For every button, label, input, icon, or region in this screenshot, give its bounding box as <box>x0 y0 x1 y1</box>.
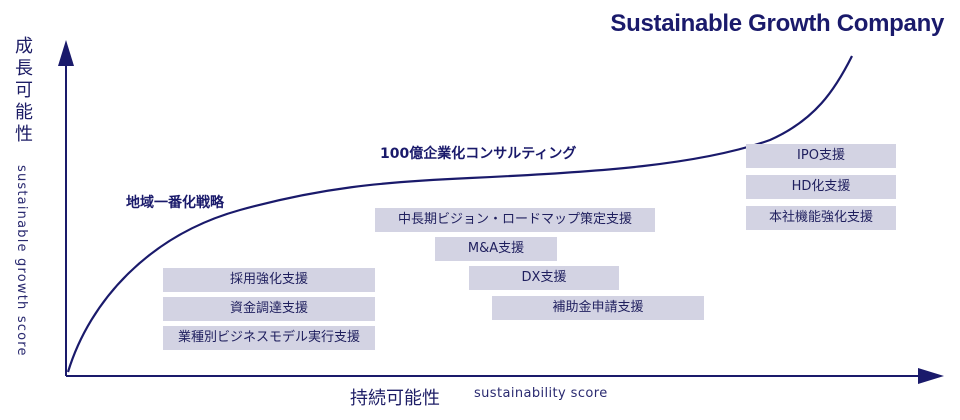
stage-label-consulting: 100億企業化コンサルティング <box>380 146 577 162</box>
service-box: 補助金申請支援 <box>492 296 704 320</box>
service-box: M&A支援 <box>435 237 557 261</box>
service-box: 中長期ビジョン・ロードマップ策定支援 <box>375 208 655 232</box>
brand-title: Sustainable Growth Company <box>610 10 944 37</box>
stage-label-regional: 地域一番化戦略 <box>126 195 224 211</box>
service-box: 採用強化支援 <box>163 268 375 292</box>
x-axis-label-jp: 持続可能性 <box>350 388 440 409</box>
y-axis-label-en: sustainable growth score <box>14 165 29 357</box>
service-box: 業種別ビジネスモデル実行支援 <box>163 326 375 350</box>
service-box: DX支援 <box>469 266 619 290</box>
service-box: 本社機能強化支援 <box>746 206 896 230</box>
service-box: IPO支援 <box>746 144 896 168</box>
x-axis-label-en: sustainability score <box>474 386 608 401</box>
service-box: HD化支援 <box>746 175 896 199</box>
x-axis-arrowhead <box>918 368 944 384</box>
growth-curve <box>66 55 853 373</box>
service-box: 資金調達支援 <box>163 297 375 321</box>
y-axis-arrowhead <box>58 40 74 66</box>
y-axis-label-jp: 成長可能性 <box>15 36 33 145</box>
